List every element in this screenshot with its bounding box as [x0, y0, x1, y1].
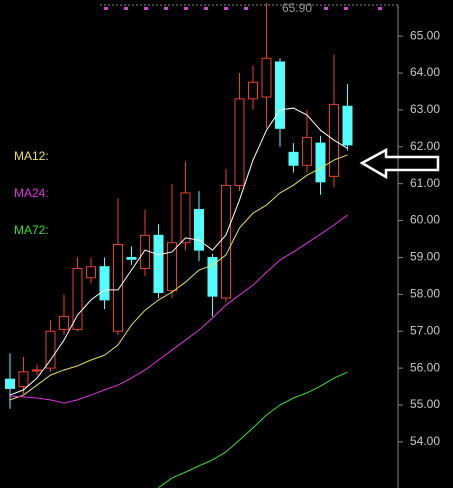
candle-body — [207, 256, 218, 297]
y-tick-label: 62.00 — [410, 139, 440, 153]
y-tick-label: 57.00 — [410, 323, 440, 337]
annotation: 65.90 — [282, 1, 312, 15]
y-tick-label: 54.00 — [410, 434, 440, 448]
candle-body — [275, 61, 285, 129]
candle-body — [45, 330, 56, 369]
ma-line — [9, 107, 348, 396]
candle-body — [180, 192, 191, 244]
candle-body — [18, 371, 29, 388]
arrow — [359, 147, 440, 180]
candle-body — [221, 185, 231, 299]
candle-body — [288, 151, 299, 166]
y-tick-label: 58.00 — [410, 287, 440, 301]
candle-body — [261, 57, 272, 98]
candle-body — [153, 234, 164, 294]
candle-body — [32, 369, 42, 372]
y-tick-label: 55.00 — [410, 397, 440, 411]
legend-label: MA72: — [14, 223, 49, 237]
legend-label: MA24: — [14, 186, 49, 200]
legend-label: MA12: — [14, 149, 49, 163]
candle-body — [248, 81, 258, 100]
ma-line — [9, 214, 348, 404]
candle-body — [126, 256, 137, 260]
y-tick-label: 64.00 — [410, 65, 440, 79]
y-tick-label: 59.00 — [410, 250, 440, 264]
candle-body — [5, 378, 15, 389]
candle-body — [113, 244, 123, 332]
y-tick-label: 61.00 — [410, 176, 440, 190]
y-tick-label: 65.00 — [410, 28, 440, 42]
candle-body — [86, 266, 96, 279]
candle-body — [140, 234, 150, 270]
candle-body — [59, 315, 69, 330]
y-tick-label: 56.00 — [410, 360, 440, 374]
y-tick-label: 60.00 — [410, 213, 440, 227]
y-tick-label: 63.00 — [410, 102, 440, 116]
candle-body — [99, 266, 110, 301]
ma-line — [9, 154, 348, 401]
candle-body — [72, 268, 83, 330]
candle-body — [315, 142, 326, 183]
candle-body — [302, 137, 312, 166]
top-markers — [104, 7, 382, 10]
ma-line — [158, 371, 348, 488]
candle-body — [167, 242, 177, 292]
candle-body — [234, 98, 245, 187]
candle-body — [342, 105, 353, 146]
candle-body — [194, 209, 204, 251]
